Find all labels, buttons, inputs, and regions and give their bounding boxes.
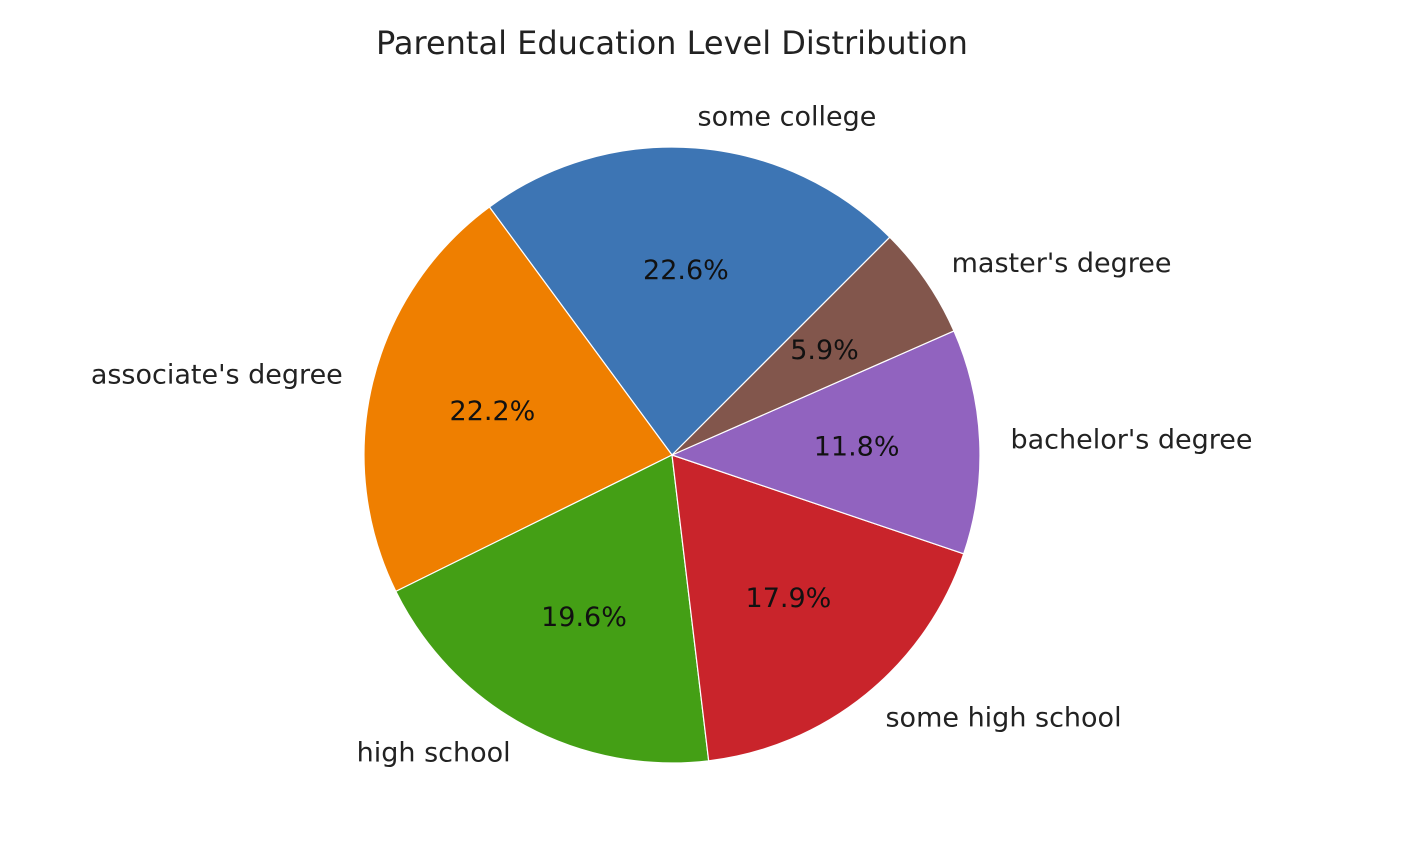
pie-slice-master-s-degree	[671, 236, 955, 456]
percent-label-high-school: 19.6%	[541, 602, 627, 633]
pie-slice-bachelor-s-degree	[670, 330, 981, 555]
percent-label-master-s-degree: 5.9%	[790, 335, 859, 366]
slice-label-high-school: high school	[357, 737, 511, 768]
pie-slice-some-high-school	[671, 454, 965, 762]
slice-label-associate-s-degree: associate's degree	[91, 359, 343, 390]
percent-label-bachelor-s-degree: 11.8%	[814, 431, 900, 462]
percent-label-some-high-school: 17.9%	[746, 583, 832, 614]
chart-title: Parental Education Level Distribution	[376, 24, 968, 62]
slice-label-some-college: some college	[698, 102, 877, 133]
pie-slice-some-college	[488, 146, 891, 456]
pie-labels: some college 22.6% associate's degree 22.2%…	[91, 102, 1253, 769]
pie-slice-high-school	[395, 454, 710, 764]
percent-label-some-college: 22.6%	[643, 255, 729, 286]
slice-label-some-high-school: some high school	[885, 703, 1121, 734]
slice-label-master-s-degree: master's degree	[952, 248, 1172, 279]
percent-label-associate-s-degree: 22.2%	[450, 396, 536, 427]
pie-slices	[363, 146, 981, 764]
slice-label-bachelor-s-degree: bachelor's degree	[1010, 425, 1252, 456]
pie-slice-associate-s-degree	[363, 206, 673, 593]
